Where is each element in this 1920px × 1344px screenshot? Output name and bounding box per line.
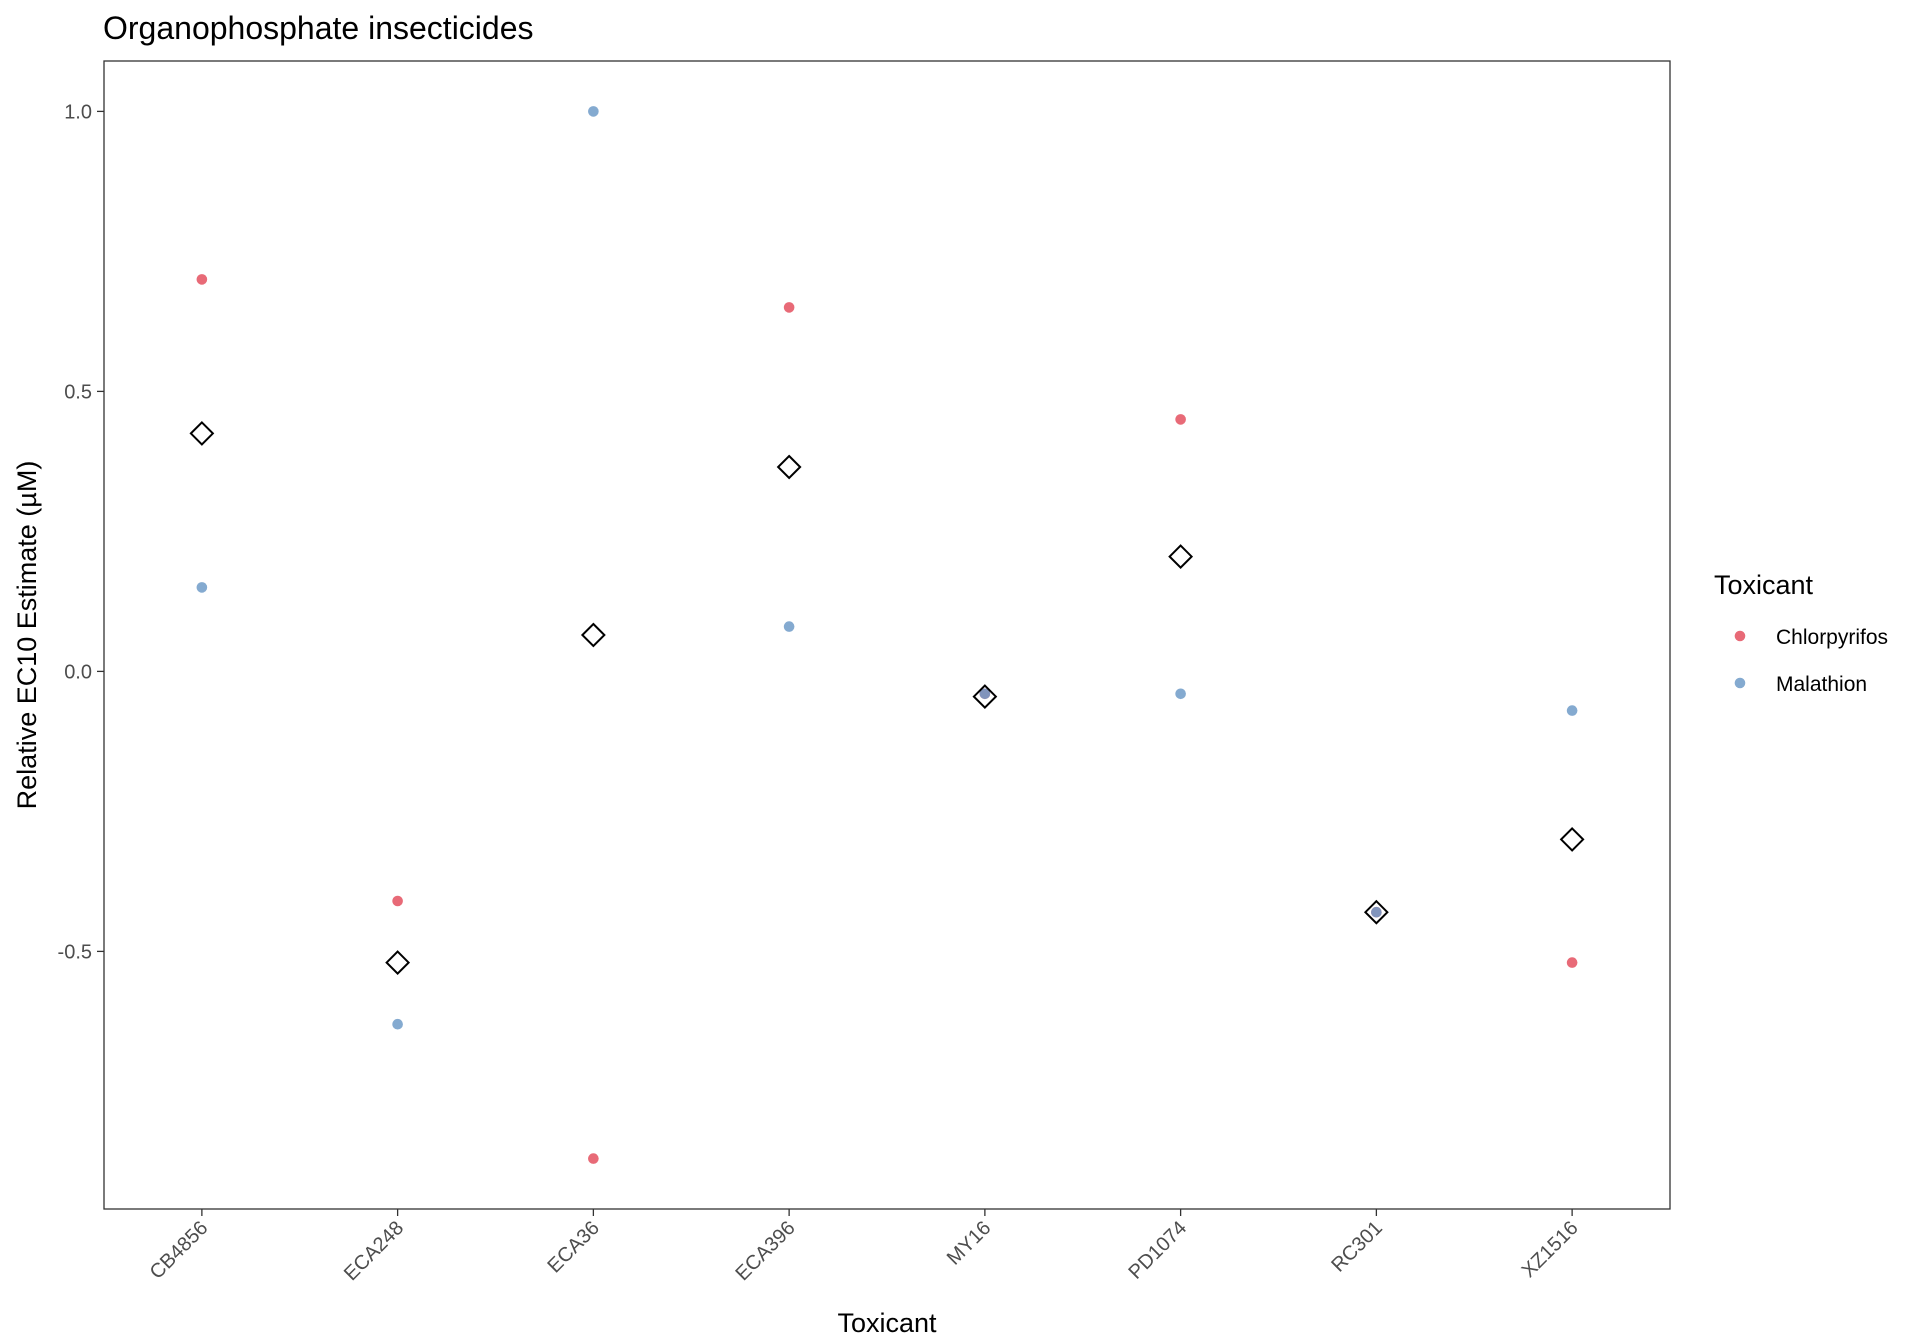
x-tick-label: PD1074 [1124, 1217, 1191, 1284]
mean-diamond-cb4856 [189, 420, 215, 446]
point-malathion-rc301 [1371, 906, 1382, 918]
legend-items: Chlorpyrifos Malathion [1734, 626, 1888, 696]
x-tick-label: RC301 [1327, 1217, 1387, 1277]
point-malathion-xz1516 [1566, 705, 1578, 716]
mean-diamond-eca248 [385, 950, 411, 976]
legend-key-chlorpyrifos [1734, 630, 1746, 642]
plot-panel-border [103, 60, 1671, 1210]
x-tick-label: MY16 [943, 1217, 996, 1270]
data-points [196, 106, 1578, 1164]
y-axis: -0.5 0.0 0.5 1.0 [58, 101, 104, 963]
mean-diamond-xz1516 [1559, 826, 1585, 852]
y-tick-label: 0.5 [64, 381, 92, 403]
x-tick-label: CB4856 [146, 1217, 213, 1284]
y-tick-label: -0.5 [58, 941, 92, 963]
point-malathion-my16 [979, 688, 991, 700]
point-chlorpyrifos-xz1516 [1566, 957, 1578, 968]
point-malathion-eca36 [588, 106, 599, 117]
mean-diamond-rc301 [1363, 899, 1389, 925]
point-chlorpyrifos-cb4856 [196, 274, 208, 285]
x-tick-label: ECA36 [544, 1217, 604, 1277]
mean-diamond-pd1074 [1168, 544, 1194, 570]
point-malathion-eca248 [392, 1018, 403, 1030]
mean-diamond-my16 [972, 684, 998, 710]
point-chlorpyrifos-pd1074 [1175, 414, 1186, 425]
point-malathion-pd1074 [1175, 688, 1186, 700]
plot-area: -0.5 0.0 0.5 1.0 CB4856 ECA248 ECA36 ECA396 MY1… [58, 60, 1671, 1285]
x-axis: CB4856 ECA248 ECA36 ECA396 MY16 PD1074 RC301 XZ… [146, 1209, 1583, 1285]
mean-diamond-eca36 [580, 622, 606, 648]
point-malathion-eca396 [783, 621, 795, 632]
x-tick-label: XZ1516 [1518, 1217, 1583, 1282]
y-axis-title: Relative EC10 Estimate (µM) [12, 461, 42, 810]
x-tick-label: ECA396 [731, 1217, 799, 1285]
x-axis-title: Toxicant [837, 1308, 937, 1338]
legend-label-malathion: Malathion [1776, 673, 1867, 696]
legend-title: Toxicant [1714, 570, 1814, 600]
legend-label-chlorpyrifos: Chlorpyrifos [1776, 626, 1888, 649]
point-chlorpyrifos-eca36 [588, 1153, 599, 1164]
chart-title: Organophosphate insecticides [103, 10, 534, 46]
legend: Toxicant Chlorpyrifos Malathion [1714, 570, 1888, 696]
x-tick-label: ECA248 [340, 1217, 408, 1285]
point-chlorpyrifos-eca396 [783, 302, 795, 313]
point-malathion-cb4856 [196, 582, 208, 593]
y-tick-label: 0.0 [64, 661, 92, 683]
point-chlorpyrifos-eca248 [392, 895, 403, 907]
legend-key-malathion [1734, 677, 1746, 689]
y-tick-label: 1.0 [64, 101, 92, 123]
mean-markers [189, 420, 1585, 976]
mean-diamond-eca396 [776, 454, 802, 480]
